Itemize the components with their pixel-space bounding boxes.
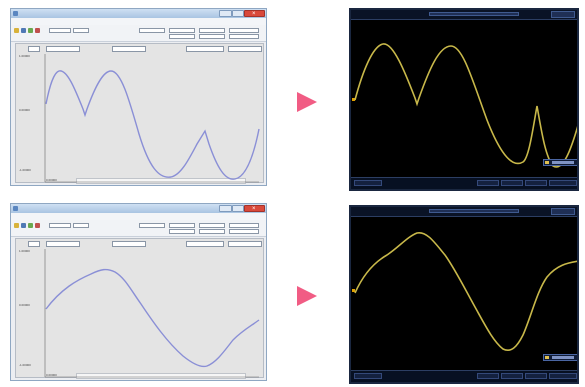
cursor-select-2[interactable] xyxy=(228,46,262,52)
channel-ground-marker xyxy=(352,289,355,292)
scope-bottom-bar xyxy=(351,177,577,189)
close-icon: × xyxy=(252,206,256,212)
toolbar-field-2[interactable] xyxy=(73,223,89,228)
channel-scale-badge xyxy=(543,354,577,361)
scope-waveform-trace xyxy=(354,43,577,168)
scope-cell xyxy=(477,373,499,379)
x-end-field[interactable] xyxy=(112,241,146,247)
scope-cell xyxy=(549,373,577,379)
scope-cell xyxy=(354,180,382,186)
open-icon[interactable] xyxy=(14,223,19,228)
scope-cell xyxy=(354,373,382,379)
cut-icon[interactable] xyxy=(35,28,40,33)
title-bar: × xyxy=(11,9,266,18)
close-button[interactable]: × xyxy=(244,205,265,212)
toolbar-field-8[interactable] xyxy=(199,229,225,234)
copy-icon[interactable] xyxy=(28,223,33,228)
copy-icon[interactable] xyxy=(28,28,33,33)
toolbar-field-5[interactable] xyxy=(199,223,225,228)
toolbar xyxy=(11,220,266,237)
oscilloscope-screen-bottom xyxy=(349,205,579,384)
channel-ground-marker xyxy=(352,98,355,101)
save-icon[interactable] xyxy=(21,223,26,228)
scope-status-bar xyxy=(351,207,577,217)
toolbar xyxy=(11,25,266,42)
toolbar-field-3[interactable] xyxy=(139,223,165,228)
horizontal-scrollbar[interactable] xyxy=(76,373,246,379)
maximize-button[interactable] xyxy=(232,10,244,17)
y-min-label: -1.00000 xyxy=(19,168,31,172)
scope-cell xyxy=(549,180,577,186)
scope-cell xyxy=(477,180,499,186)
scope-cell xyxy=(525,373,547,379)
x-start-field[interactable] xyxy=(46,241,80,247)
toolbar-field-4[interactable] xyxy=(169,28,195,33)
save-icon[interactable] xyxy=(21,28,26,33)
cursor-select-1[interactable] xyxy=(186,241,224,247)
y-min-label: -1.00000 xyxy=(19,363,31,367)
waveform-plot-svg xyxy=(44,249,260,378)
cut-icon[interactable] xyxy=(35,223,40,228)
scope-trace-svg xyxy=(354,232,577,351)
scope-cell xyxy=(525,180,547,186)
toolbar-field-5[interactable] xyxy=(199,28,225,33)
minimize-button[interactable] xyxy=(219,205,232,212)
waveform-editor-window-top: × 1.00000 0.00000 -1.00000 0.00000 xyxy=(10,8,267,186)
arrow-right-icon xyxy=(297,286,317,306)
scope-bottom-bar xyxy=(351,370,577,382)
y-max-label: 1.00000 xyxy=(19,54,30,58)
title-bar: × xyxy=(11,204,266,213)
app-icon xyxy=(13,206,18,211)
scope-mode-indicator xyxy=(551,11,575,18)
x-start-field[interactable] xyxy=(46,46,80,52)
app-icon xyxy=(13,11,18,16)
cursor-select-1[interactable] xyxy=(186,46,224,52)
scope-mode-indicator xyxy=(551,208,575,215)
toolbar-field-8[interactable] xyxy=(199,34,225,39)
toolbar-field-7[interactable] xyxy=(169,34,195,39)
toolbar-field-1[interactable] xyxy=(49,28,71,33)
y-mid-label: 0.00000 xyxy=(19,108,30,112)
toolbar-field-3[interactable] xyxy=(139,28,165,33)
x-end-field[interactable] xyxy=(112,46,146,52)
scope-trigger-indicator xyxy=(429,209,519,213)
scope-trigger-indicator xyxy=(429,12,519,16)
toolbar-field-1[interactable] xyxy=(49,223,71,228)
oscilloscope-screen-top xyxy=(349,8,579,191)
toolbar-field-4[interactable] xyxy=(169,223,195,228)
minimize-button[interactable] xyxy=(219,10,232,17)
cursor-select-2[interactable] xyxy=(228,241,262,247)
waveform-plot-area[interactable]: 1.00000 0.00000 -1.00000 0.00000 xyxy=(15,43,264,184)
open-icon[interactable] xyxy=(14,28,19,33)
scope-status-bar xyxy=(351,10,577,20)
scope-cell xyxy=(501,180,523,186)
close-icon: × xyxy=(252,11,256,17)
waveform-editor-window-bottom: × 1.00000 0.00000 -1.00000 0.00000 xyxy=(10,203,267,381)
waveform-plot-area[interactable]: 1.00000 0.00000 -1.00000 0.00000 xyxy=(15,238,264,379)
toolbar-field-2[interactable] xyxy=(73,28,89,33)
x-start-select[interactable] xyxy=(28,46,40,52)
toolbar-field-9[interactable] xyxy=(229,34,259,39)
waveform-trace xyxy=(45,268,260,368)
horizontal-scrollbar[interactable] xyxy=(76,178,246,184)
maximize-button[interactable] xyxy=(232,205,244,212)
toolbar-field-9[interactable] xyxy=(229,229,259,234)
y-max-label: 1.00000 xyxy=(19,249,30,253)
waveform-plot-svg xyxy=(44,54,260,183)
toolbar-field-6[interactable] xyxy=(229,28,259,33)
channel-scale-badge xyxy=(543,159,577,166)
x-start-select[interactable] xyxy=(28,241,40,247)
arrow-right-icon xyxy=(297,92,317,112)
scope-waveform-trace xyxy=(354,232,577,351)
y-mid-label: 0.00000 xyxy=(19,303,30,307)
waveform-trace xyxy=(45,70,260,180)
close-button[interactable]: × xyxy=(244,10,265,17)
x-start-label: 0.00000 xyxy=(46,373,57,377)
x-start-label: 0.00000 xyxy=(46,178,57,182)
scope-cell xyxy=(501,373,523,379)
scope-trace-svg xyxy=(354,43,577,168)
toolbar-field-6[interactable] xyxy=(229,223,259,228)
toolbar-field-7[interactable] xyxy=(169,229,195,234)
